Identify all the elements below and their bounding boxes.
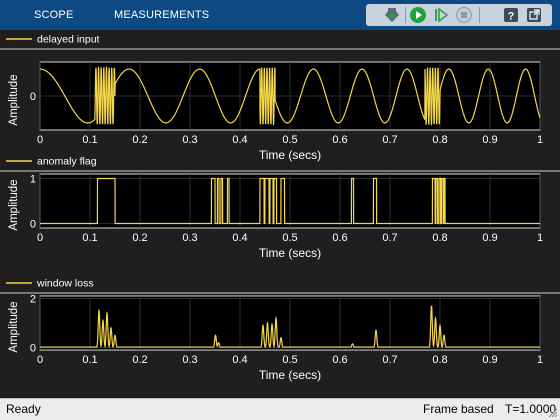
x-tick-label: 0.5	[282, 232, 297, 244]
x-tick-label: 1	[537, 354, 543, 366]
stop-icon[interactable]	[454, 5, 474, 25]
x-tick-label: 0.6	[332, 134, 347, 146]
x-axis-label: Time (secs)	[259, 246, 321, 260]
x-tick-label: 0.8	[432, 232, 447, 244]
x-tick-label: 0.7	[382, 354, 397, 366]
step-forward-icon[interactable]	[431, 5, 451, 25]
x-tick-label: 0.3	[182, 134, 197, 146]
x-tick-label: 0.2	[132, 134, 147, 146]
legend-label: window loss	[36, 278, 94, 290]
x-tick-label: 0.7	[382, 232, 397, 244]
quick-access-toolbar: ?	[366, 4, 552, 26]
resize-grip-icon[interactable]	[548, 408, 558, 418]
x-tick-label: 0	[37, 232, 43, 244]
x-tick-label: 0.1	[82, 232, 97, 244]
tab-scope[interactable]: SCOPE	[34, 9, 74, 21]
y-axis-label: Amplitude	[8, 179, 20, 230]
y-tick-label: 0	[30, 91, 36, 103]
legend-label: anomaly flag	[37, 156, 97, 168]
x-axis-label: Time (secs)	[259, 148, 321, 162]
x-tick-label: 0.9	[482, 134, 497, 146]
toolbar-separator	[405, 7, 406, 23]
y-axis-label: Amplitude	[8, 74, 20, 125]
status-ready: Ready	[6, 402, 41, 416]
x-tick-label: 0.8	[432, 354, 447, 366]
x-tick-label: 1	[537, 134, 543, 146]
toolbar-separator	[479, 7, 480, 23]
undock-icon[interactable]	[524, 5, 544, 25]
x-tick-label: 0.6	[332, 354, 347, 366]
signal-trace	[40, 65, 541, 127]
y-axis-label: Amplitude	[8, 301, 20, 352]
x-tick-label: 0	[37, 134, 43, 146]
x-tick-label: 0.9	[482, 232, 497, 244]
status-sim-time: T=1.0000	[505, 402, 557, 416]
help-icon[interactable]: ?	[501, 5, 521, 25]
x-tick-label: 0.4	[232, 232, 247, 244]
x-tick-label: 0.4	[232, 134, 247, 146]
x-tick-label: 1	[537, 232, 543, 244]
x-tick-label: 0.1	[82, 354, 97, 366]
x-tick-label: 0.1	[82, 134, 97, 146]
x-tick-label: 0.5	[282, 134, 297, 146]
status-frame-mode: Frame based	[423, 402, 494, 416]
scope-displays: delayed input 0 0.1 0.2 0.3 0.4 0.5 0.6 0.7 0.8 0.…	[0, 30, 560, 398]
x-tick-label: 0.4	[232, 354, 247, 366]
tab-measurements[interactable]: MEASUREMENTS	[114, 9, 210, 21]
x-tick-label: 0.2	[132, 354, 147, 366]
x-tick-label: 0.3	[182, 354, 197, 366]
x-tick-label: 0.8	[432, 134, 447, 146]
x-tick-label: 0	[37, 354, 43, 366]
x-tick-label: 0.5	[282, 354, 297, 366]
x-tick-label: 0.3	[182, 232, 197, 244]
svg-text:?: ?	[508, 11, 515, 23]
x-tick-label: 0.6	[332, 232, 347, 244]
toolstrip-header: SCOPE MEASUREMENTS	[0, 0, 560, 30]
run-icon[interactable]	[408, 5, 428, 25]
y-tick-label: 1	[30, 174, 36, 186]
y-tick-label: 0	[30, 219, 36, 231]
scope-plots-canvas: delayed input 0 0.1 0.2 0.3 0.4 0.5 0.6 0.7 0.8 0.…	[0, 34, 560, 382]
legend-label: delayed input	[37, 34, 100, 46]
status-bar: Ready Frame based T=1.0000	[0, 398, 560, 420]
y-tick-label: 2	[30, 293, 36, 305]
x-tick-label: 0.9	[482, 354, 497, 366]
x-axis-label: Time (secs)	[259, 368, 321, 382]
x-tick-label: 0.2	[132, 232, 147, 244]
y-tick-label: 0	[30, 343, 36, 355]
signal-trace	[40, 177, 540, 225]
signal-trace	[40, 305, 540, 349]
signal-select-icon[interactable]	[382, 5, 402, 25]
x-tick-label: 0.7	[382, 134, 397, 146]
